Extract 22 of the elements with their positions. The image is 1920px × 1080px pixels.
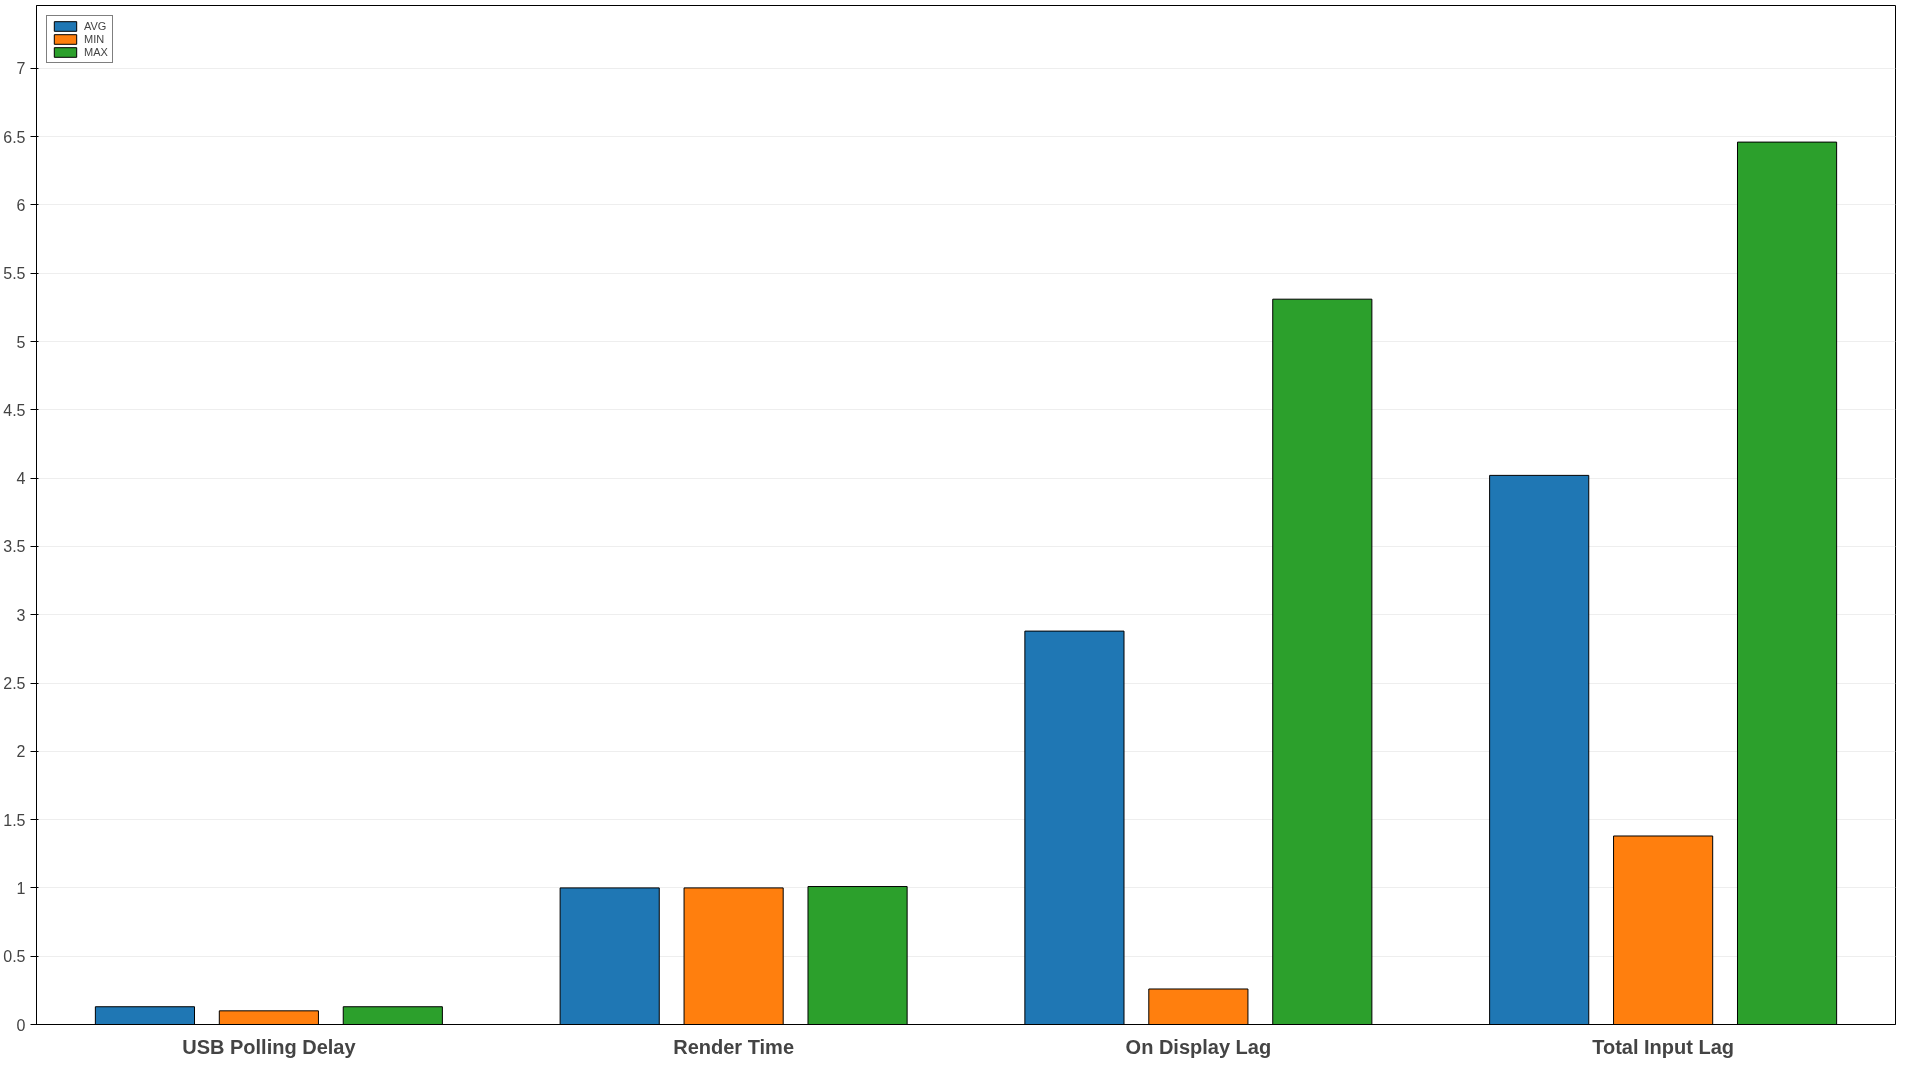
- y-tick-label: 0.5: [3, 948, 26, 966]
- y-tick-label: 2: [16, 743, 26, 761]
- y-tick-label: 5.5: [3, 265, 26, 283]
- x-tick-label: Total Input Lag: [1592, 1035, 1735, 1058]
- y-tick-label: 4.5: [3, 401, 26, 419]
- legend-label: AVG: [84, 20, 107, 32]
- y-tick-label: 3.5: [3, 538, 26, 556]
- legend-label: MIN: [84, 33, 105, 45]
- y-tick-label: 1.5: [3, 811, 26, 829]
- y-tick-label: 4: [16, 470, 26, 488]
- y-tick-label: 5: [16, 333, 26, 351]
- y-tick-label: 6: [16, 196, 26, 214]
- legend-label: MAX: [84, 46, 108, 58]
- y-tick-label: 0: [16, 1016, 26, 1034]
- x-tick-label: USB Polling Delay: [182, 1035, 357, 1058]
- y-tick-label: 6.5: [3, 128, 26, 146]
- y-tick-label: 3: [16, 606, 26, 624]
- y-tick-label: 7: [16, 60, 26, 78]
- x-tick-label: On Display Lag: [1125, 1035, 1272, 1058]
- y-tick-label: 2.5: [3, 675, 26, 693]
- x-tick-label: Render Time: [673, 1035, 795, 1058]
- y-tick-label: 1: [16, 879, 26, 897]
